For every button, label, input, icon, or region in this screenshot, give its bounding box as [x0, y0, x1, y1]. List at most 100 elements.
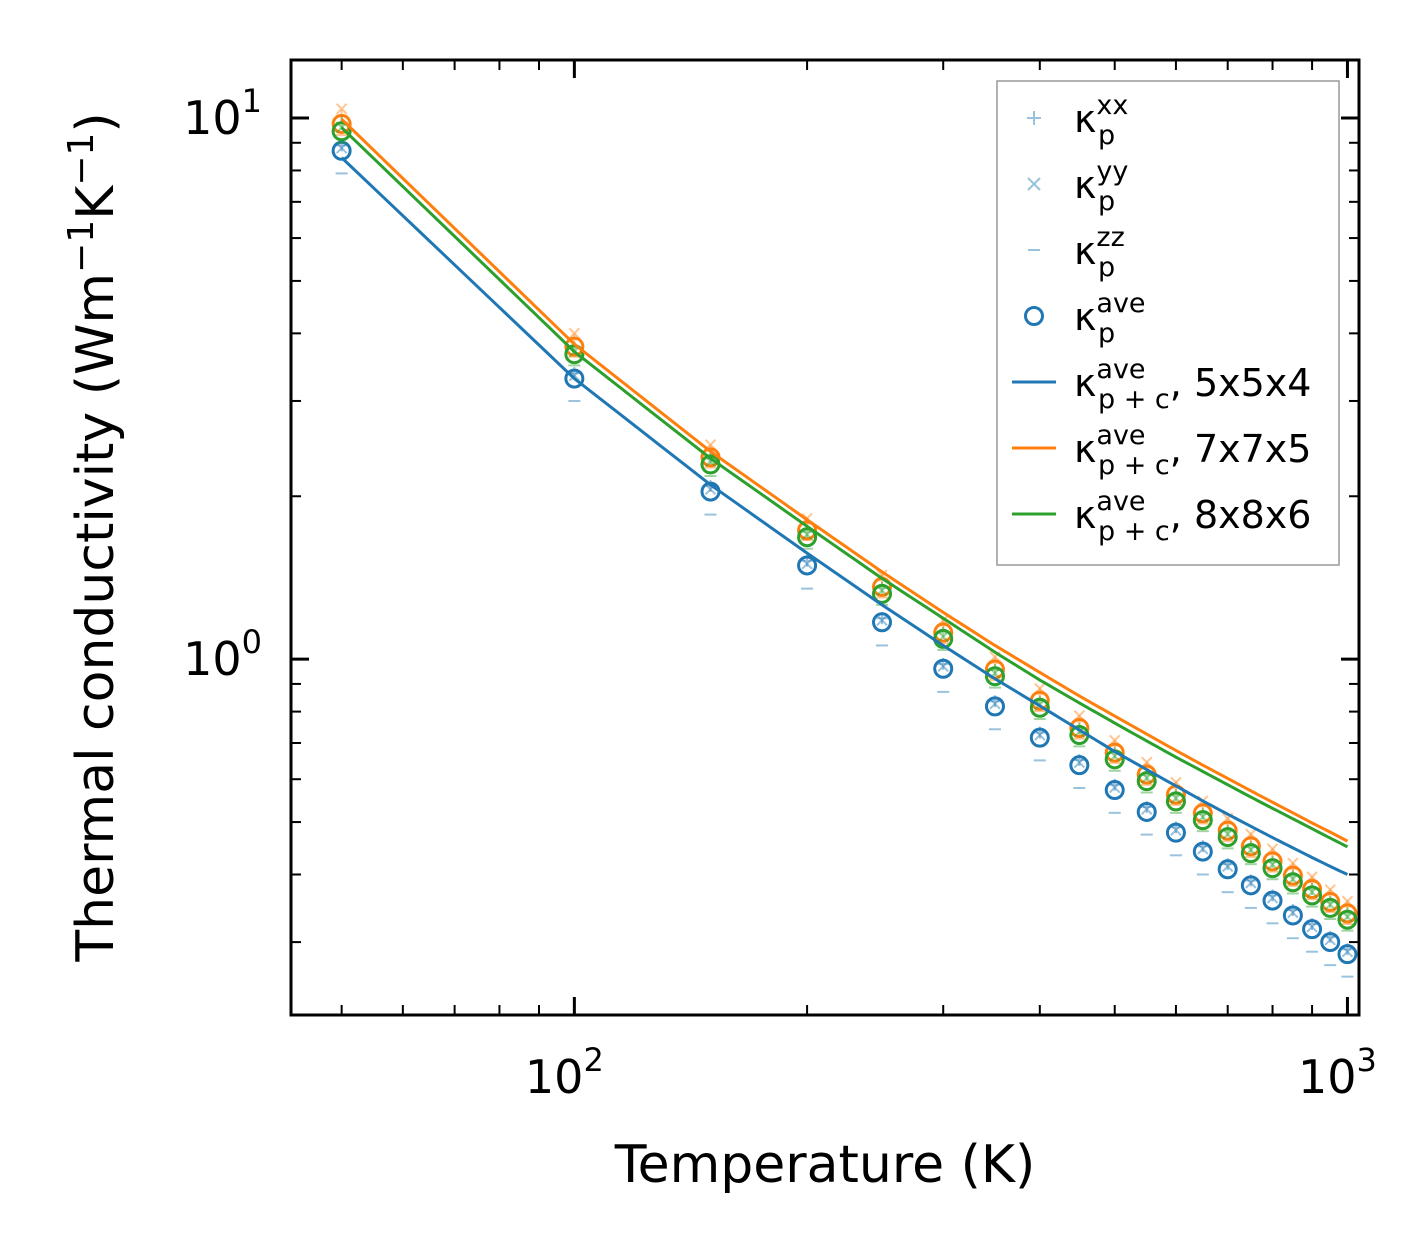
kappa-ave-marker — [1165, 791, 1186, 812]
kappa-ave-marker — [1302, 885, 1323, 906]
kappa-ave-marker — [872, 583, 893, 604]
kappa-ave-marker — [1136, 801, 1157, 822]
kappa-ave-marker — [1029, 727, 1050, 748]
kappa-yy-marker — [801, 528, 813, 541]
kappa-ave-marker — [564, 336, 585, 357]
legend-label: κave p + c, 8x8x6 — [1074, 486, 1311, 547]
legend-cross-marker — [1027, 177, 1041, 191]
kappa-ave-marker — [564, 368, 585, 389]
kappa-yy-marker — [1073, 756, 1086, 769]
legend-label: κave p — [1074, 288, 1146, 349]
legend-label: κyy p — [1074, 156, 1128, 217]
legend-label: κxx p — [1074, 90, 1128, 151]
kappa-ave-marker — [1320, 897, 1341, 918]
kappa-ave-marker — [1240, 836, 1261, 857]
kappa-ave-marker — [1320, 891, 1341, 912]
x-axis-label: Temperature (K) — [614, 1135, 1036, 1195]
kappa-yy-marker — [1341, 911, 1354, 923]
kappa-ave-marker — [1337, 903, 1358, 924]
kappa-yy-marker — [1324, 934, 1336, 946]
kappa-ave-marker — [1282, 865, 1303, 886]
kappa-ave-marker — [1192, 803, 1213, 824]
curve-p-c-ave-5x5x4 — [340, 156, 1349, 876]
kappa-ave-marker — [797, 520, 818, 541]
kappa-yy-marker — [876, 614, 888, 626]
y-tick-label: 100 — [183, 623, 262, 686]
curve-p-c-ave-8x8x6 — [340, 126, 1349, 849]
kappa-ave-marker — [1104, 742, 1125, 763]
kappa-yy-marker — [1141, 803, 1153, 815]
axes-frame — [289, 58, 1361, 1017]
legend-frame — [996, 80, 1340, 566]
legend-entry-4: κave p — [1024, 288, 1146, 349]
legend-entry-3: κzz p — [1028, 222, 1125, 283]
kappa-ave-marker — [984, 666, 1005, 687]
plot-area — [331, 103, 1358, 978]
kappa-ave-marker — [1240, 875, 1261, 896]
kappa-ave-marker — [1217, 820, 1238, 841]
kappa-ave-marker — [1192, 841, 1213, 862]
kappa-ave-marker — [331, 113, 352, 134]
kappa-ave-marker — [1136, 771, 1157, 792]
kappa-yy-marker — [989, 698, 1001, 710]
kappa-yy-marker — [1266, 892, 1279, 904]
kappa-ave-marker — [1282, 905, 1303, 926]
legend-label: κave p + c, 7x7x5 — [1074, 420, 1311, 481]
kappa-ave-marker — [1262, 890, 1283, 911]
kappa-ave-marker — [1320, 932, 1341, 953]
legend-label: κzz p — [1074, 222, 1125, 283]
kappa-yy-marker — [1034, 729, 1046, 741]
kappa-ave-marker — [1337, 909, 1358, 930]
kappa-yy-marker — [1306, 921, 1318, 933]
legend-label: κave p + c, 5x5x4 — [1074, 354, 1311, 415]
kappa-yy-marker — [1287, 906, 1299, 919]
kappa-yy-marker — [801, 558, 813, 570]
kappa-ave-marker — [933, 658, 954, 679]
kappa-yy-marker — [1245, 877, 1257, 889]
kappa-ave-marker — [1192, 810, 1213, 831]
legend-circle-marker — [1024, 306, 1044, 326]
kappa-yy-marker — [1109, 781, 1121, 794]
kappa-yy-marker — [1341, 945, 1354, 958]
kappa-yy-marker — [568, 370, 581, 382]
curve-p-c-ave-7x7x5 — [340, 118, 1349, 843]
kappa-ave-marker — [1337, 944, 1358, 965]
x-tick-label: 103 — [1298, 1041, 1377, 1104]
kappa-yy-marker — [1197, 843, 1209, 855]
kappa-yy-marker — [335, 142, 348, 154]
kappa-ave-marker — [1029, 697, 1050, 718]
kappa-ave-marker — [1282, 872, 1303, 893]
kappa-ave-marker — [984, 696, 1005, 717]
legend-entry-2: κyy p — [1027, 156, 1128, 217]
kappa-yy-marker — [568, 327, 581, 340]
legend-entry-7: κave p + c, 8x8x6 — [1012, 486, 1311, 547]
legend-plus-marker — [1027, 111, 1041, 125]
x-tick-label: 102 — [525, 1041, 604, 1104]
kappa-ave-marker — [933, 622, 954, 643]
kappa-yy-marker — [1170, 824, 1182, 836]
kappa-ave-marker — [1165, 822, 1186, 843]
kappa-ave-marker — [1262, 858, 1283, 879]
kappa-ave-marker — [872, 612, 893, 633]
legend-entry-5: κave p + c, 5x5x4 — [1012, 354, 1311, 415]
axis-ticks — [291, 60, 1359, 1015]
series-5x5x4-markers — [331, 139, 1358, 978]
kappa-ave-marker — [1217, 859, 1238, 880]
kappa-ave-marker — [1069, 718, 1090, 739]
kappa-ave-marker — [1069, 755, 1090, 776]
y-tick-label: 101 — [183, 82, 262, 145]
series-8x8x6-markers — [331, 116, 1358, 932]
y-axis-label: Thermal conductivity (Wm−1K−1) — [61, 112, 126, 962]
kappa-yy-marker — [335, 103, 348, 115]
kappa-ave-marker — [1240, 843, 1261, 864]
kappa-ave-marker — [331, 121, 352, 142]
kappa-ave-marker — [1217, 827, 1238, 848]
legend-entry-6: κave p + c, 7x7x5 — [1012, 420, 1311, 481]
kappa-ave-marker — [1302, 919, 1323, 940]
kappa-ave-marker — [1262, 851, 1283, 872]
kappa-ave-marker — [797, 527, 818, 548]
kappa-ave-marker — [1104, 780, 1125, 801]
legend-entry-1: κxx p — [1027, 90, 1128, 151]
